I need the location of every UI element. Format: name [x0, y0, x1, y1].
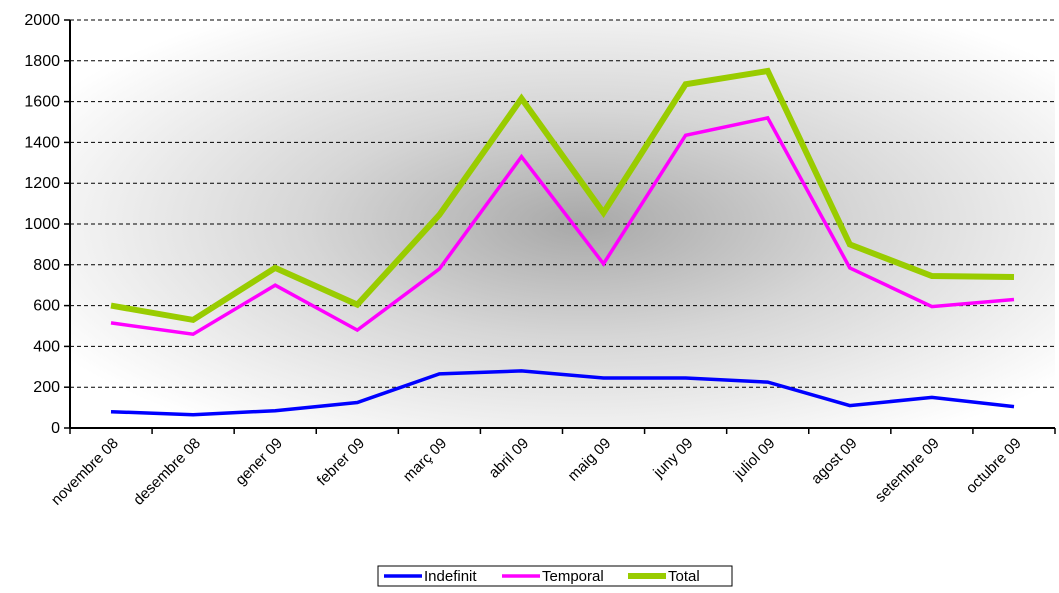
legend: Indefinit Temporal Total — [378, 566, 732, 586]
y-tick-labels: 0 200 400 600 800 1000 1200 1400 1600 1800 2000 — [24, 12, 60, 437]
x-tick-label: desembre 08 — [130, 435, 204, 509]
legend-label: Indefinit — [424, 568, 477, 585]
x-tick-label: abril 09 — [485, 435, 532, 482]
y-tick-label: 800 — [33, 257, 60, 274]
y-tick-label: 0 — [51, 420, 60, 437]
x-tick-label: setembre 09 — [872, 435, 943, 506]
y-tick-label: 200 — [33, 379, 60, 396]
x-tick-label: agost 09 — [808, 435, 861, 488]
x-tick-label: novembre 08 — [48, 435, 122, 509]
y-tick-label: 1800 — [24, 53, 60, 70]
x-tick-label: juliol 09 — [730, 435, 779, 484]
y-tick-label: 400 — [33, 338, 60, 355]
y-tick-label: 1200 — [24, 175, 60, 192]
y-tick-label: 600 — [33, 298, 60, 315]
x-tick-label: juny 09 — [650, 435, 697, 482]
x-tick-label: febrer 09 — [314, 435, 368, 489]
y-tick-label: 1600 — [24, 94, 60, 111]
legend-label: Temporal — [542, 568, 604, 585]
y-tick-label: 1000 — [24, 216, 60, 233]
x-tick-label: gener 09 — [232, 435, 286, 489]
legend-label: Total — [668, 568, 700, 585]
x-tick-label: març 09 — [400, 435, 450, 485]
x-tick-label: maig 09 — [565, 435, 615, 485]
y-tick-label: 2000 — [24, 12, 60, 29]
x-tick-label: octubre 09 — [963, 435, 1025, 497]
y-tick-label: 1400 — [24, 134, 60, 151]
